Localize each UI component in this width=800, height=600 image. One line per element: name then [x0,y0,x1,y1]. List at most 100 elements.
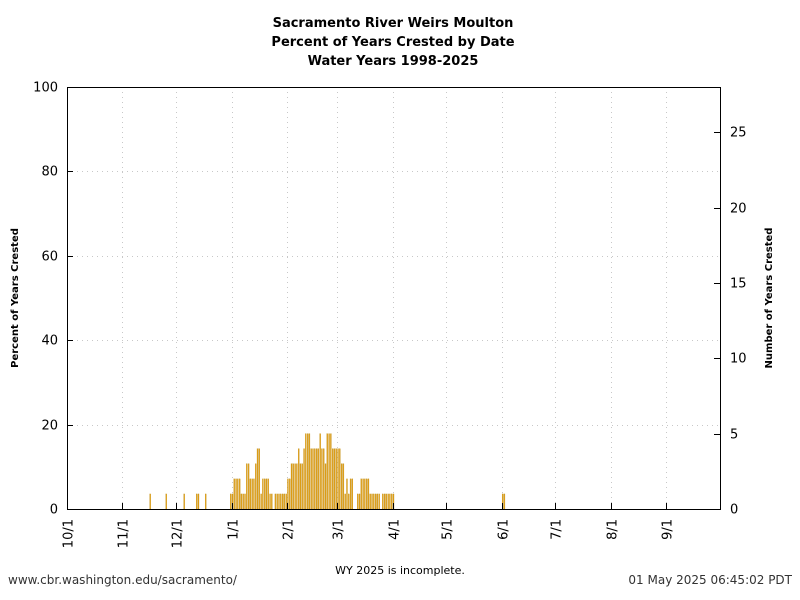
crest-bar [333,448,336,510]
crest-bar [339,448,341,510]
crest-bar [369,493,371,510]
x-tick-label: 2/1 [282,519,297,540]
crest-bar [382,493,384,510]
y-tick-label-right: 10 [730,352,747,367]
crest-bar [357,493,359,510]
crest-bar [335,448,337,510]
crest-bar [281,493,284,510]
crest-bar [366,478,368,510]
crest-bar [260,493,262,510]
crest-bar [342,463,345,510]
x-tick-label: 4/1 [388,519,403,540]
crest-bar [251,478,253,510]
crest-bar [324,463,327,510]
crest-bar [240,493,243,510]
crest-bar [387,493,389,510]
crest-bar [285,493,287,510]
grid-lines [67,87,720,509]
crest-bar [317,448,320,510]
crest-bar [374,493,377,510]
crest-bar [337,448,339,510]
crest-bar [351,478,354,510]
crest-bar [312,448,314,510]
crest-bar [371,493,373,510]
y-tick-label-left: 60 [41,250,58,265]
x-tick-label: 1/1 [227,519,242,540]
crest-bar [237,478,239,510]
x-tick-label: 7/1 [550,519,565,540]
crest-bar [196,493,198,510]
crest-bar [238,478,241,510]
crest-bar [301,463,303,510]
crest-bar [269,493,271,510]
crest-bar [271,493,273,510]
crest-bar [292,463,294,510]
crest-bar [149,493,151,510]
crest-bar [296,463,298,510]
y-tick-label-right: 25 [730,126,747,141]
crest-bar [308,433,311,510]
x-tick-label: 3/1 [332,519,347,540]
crest-bar [255,463,257,510]
crest-bar [278,493,280,510]
crest-bar [258,448,260,510]
crest-bar [262,478,264,510]
y-tick-label-left: 100 [33,81,58,96]
crest-bar [264,478,266,510]
crest-bar [289,478,291,510]
y-axis-title-right: Number of Years Crested [764,228,775,369]
crest-bar [265,478,268,510]
crest-bar [276,493,278,510]
crest-bar [253,478,255,510]
crest-bar [315,448,318,510]
crest-bar [197,493,200,510]
crest-bar [299,463,302,510]
crest-bar [326,433,328,510]
crest-bar [249,478,252,510]
plot-frame [67,87,721,510]
footer-url: www.cbr.washington.edu/sacramento/ [8,573,237,587]
crest-bar [330,433,332,510]
crest-bar [378,493,380,510]
bars [149,433,506,510]
crest-bar [274,493,277,510]
crest-bar [246,463,248,510]
x-tick-label: 10/1 [62,519,77,548]
y-tick-label-left: 20 [41,419,58,434]
x-tick-label: 6/1 [497,519,512,540]
crest-bar [247,463,250,510]
crest-bar [314,448,316,510]
crest-bar [383,493,386,510]
crest-bar [391,493,393,510]
x-tick-label: 11/1 [117,519,132,548]
axis-ticks: 0 20 40 60 80 100 0 5 10 15 20 25 10/1 11/1 12/1 1/1 2/1… [33,81,746,549]
crest-bar [376,493,379,510]
crest-bar [348,493,350,510]
footer-note: WY 2025 is incomplete. [335,564,465,577]
crest-bar [306,433,309,510]
x-tick-label: 5/1 [441,519,456,540]
crest-bar [183,493,185,510]
x-tick-label: 9/1 [661,519,676,540]
crest-bar [294,463,296,510]
x-tick-label: 12/1 [171,519,186,548]
x-tick-label: 8/1 [606,519,621,540]
crest-bar [204,493,207,510]
y-tick-label-left: 80 [41,165,58,180]
crest-bar [235,478,237,510]
crest-bar [385,493,387,510]
chart-title-line-1: Sacramento River Weirs Moulton [273,16,514,31]
crest-bar [323,448,325,510]
crest-bar [340,463,343,510]
crest-bar [503,493,506,510]
y-tick-label-right: 5 [730,428,738,443]
crest-bar [165,493,167,510]
crest-bar [362,478,364,510]
crest-bar [280,493,282,510]
crest-bar [310,448,312,510]
crest-bar [358,493,361,510]
crest-bar [389,493,391,510]
crest-bar [367,478,370,510]
crest-bar [233,478,235,510]
crest-bar [303,448,305,510]
